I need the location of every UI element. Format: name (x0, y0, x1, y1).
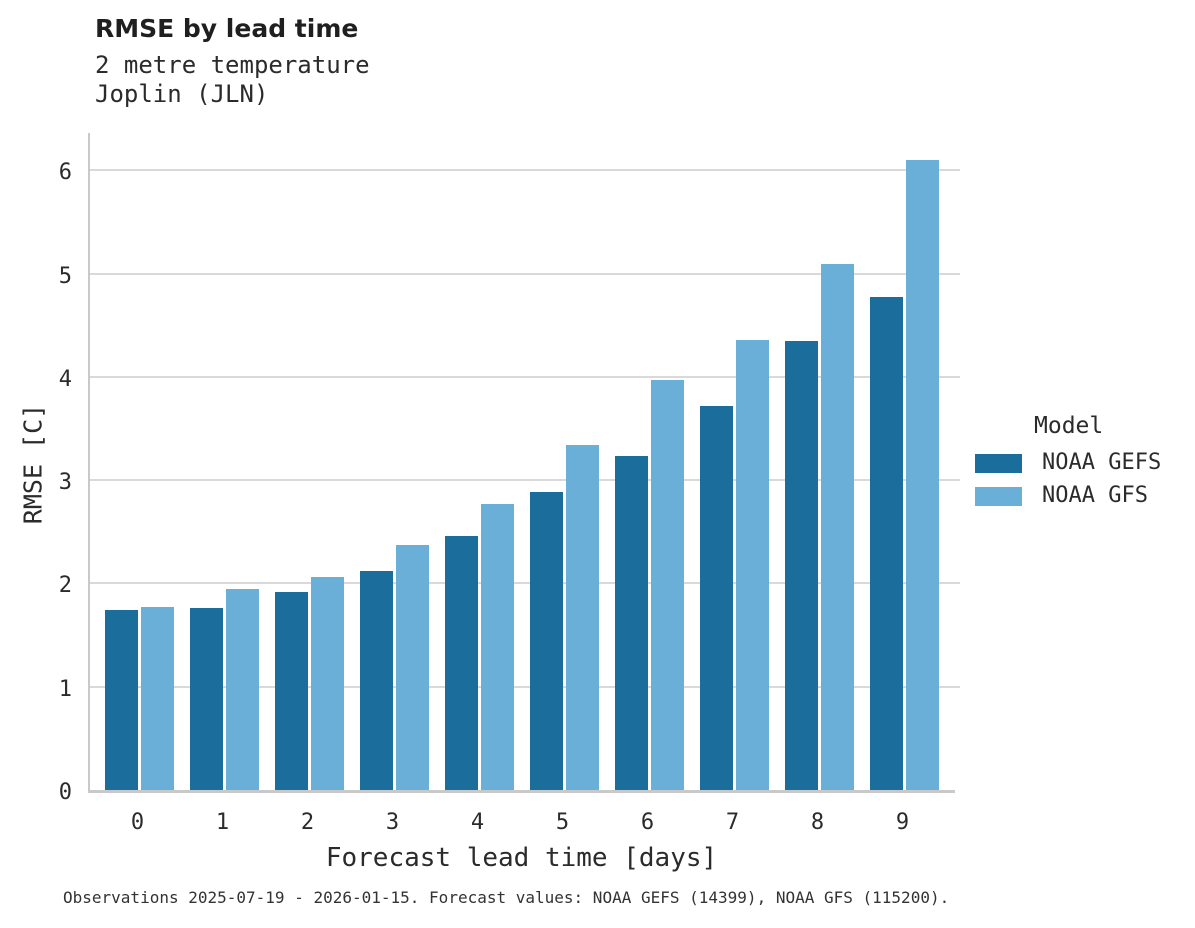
x-tick-label: 0 (130, 810, 145, 835)
bar-noaa-gfs-lead-7 (736, 339, 769, 790)
legend-title: Model (1034, 413, 1104, 439)
legend-swatch-noaa-gfs (975, 487, 1022, 506)
bar-noaa-gefs-lead-8 (785, 340, 818, 790)
x-tick-label: 2 (300, 810, 315, 835)
gridline (90, 685, 960, 688)
x-tick-label: 1 (215, 810, 230, 835)
y-tick-label: 6 (58, 160, 72, 186)
y-tick-label: 1 (58, 676, 72, 702)
legend-label-noaa-gefs: NOAA GEFS (1042, 450, 1162, 475)
chart-subtitle-station: Joplin (JLN) (95, 80, 269, 108)
x-tick-label: 6 (640, 810, 655, 835)
x-tick-label: 5 (555, 810, 570, 835)
y-tick-label: 0 (58, 780, 72, 805)
y-tick-label: 4 (58, 366, 72, 392)
x-tick-label: 9 (895, 810, 910, 835)
bar-noaa-gfs-lead-9 (906, 159, 939, 790)
plot-area (88, 133, 960, 793)
bar-noaa-gfs-lead-6 (651, 379, 684, 790)
gridline (90, 375, 960, 378)
x-tick-label: 4 (470, 810, 485, 835)
bar-noaa-gfs-lead-8 (821, 264, 854, 790)
bar-noaa-gfs-lead-1 (226, 588, 259, 790)
gridline (90, 272, 960, 275)
y-tick-label: 3 (58, 470, 72, 496)
bar-noaa-gefs-lead-0 (105, 610, 138, 790)
chart-title: RMSE by lead time (95, 14, 359, 43)
bar-noaa-gefs-lead-6 (615, 456, 648, 790)
bar-noaa-gfs-lead-0 (141, 607, 174, 790)
x-tick-label: 8 (810, 810, 825, 835)
bar-noaa-gefs-lead-3 (360, 571, 393, 790)
gridline (90, 582, 960, 585)
bar-noaa-gfs-lead-2 (311, 577, 344, 790)
bar-noaa-gefs-lead-1 (190, 608, 223, 790)
x-tick-label: 7 (725, 810, 740, 835)
gridline (90, 479, 960, 482)
bar-noaa-gefs-lead-7 (700, 405, 733, 790)
bar-noaa-gefs-lead-9 (870, 297, 903, 790)
bar-noaa-gefs-lead-4 (445, 535, 478, 790)
bar-noaa-gfs-lead-5 (566, 445, 599, 790)
footnote: Observations 2025-07-19 - 2026-01-15. Fo… (63, 888, 950, 907)
y-tick-label: 2 (58, 573, 72, 599)
legend-swatch-noaa-gefs (975, 454, 1022, 473)
bar-noaa-gfs-lead-3 (396, 545, 429, 790)
bar-noaa-gefs-lead-2 (275, 591, 308, 790)
chart-subtitle-variable: 2 metre temperature (95, 51, 370, 79)
y-tick-label: 5 (58, 263, 72, 289)
legend-label-noaa-gfs: NOAA GFS (1042, 483, 1148, 508)
gridline (90, 169, 960, 172)
bar-noaa-gefs-lead-5 (530, 491, 563, 790)
x-tick-label: 3 (385, 810, 400, 835)
y-axis-label: RMSE [C] (18, 403, 48, 525)
bar-noaa-gfs-lead-4 (481, 503, 514, 790)
x-axis-label: Forecast lead time [days] (325, 843, 718, 873)
